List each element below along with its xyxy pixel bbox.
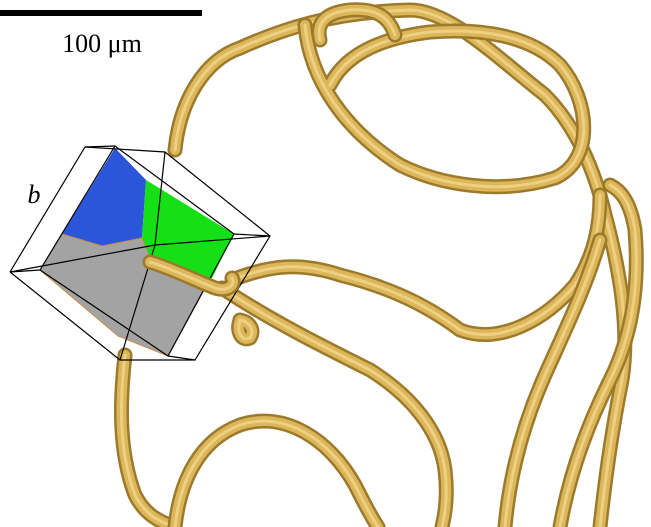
vessel — [220, 286, 448, 527]
scale-bar-label: 100 μm — [62, 29, 142, 58]
vessels-front — [142, 254, 241, 297]
vessel — [173, 419, 380, 527]
vessel — [113, 347, 183, 527]
vessel — [237, 318, 254, 341]
cube — [9, 145, 271, 361]
blue-region — [62, 148, 146, 246]
vessel — [303, 23, 586, 189]
vessel — [148, 260, 235, 291]
vessel — [317, 8, 397, 42]
vessel — [503, 238, 602, 527]
cube-wireframe — [9, 145, 271, 361]
vessel — [173, 8, 627, 527]
vessel — [119, 353, 177, 527]
panel-label: b — [28, 180, 41, 209]
vessel — [558, 183, 638, 527]
vessels — [113, 2, 644, 527]
